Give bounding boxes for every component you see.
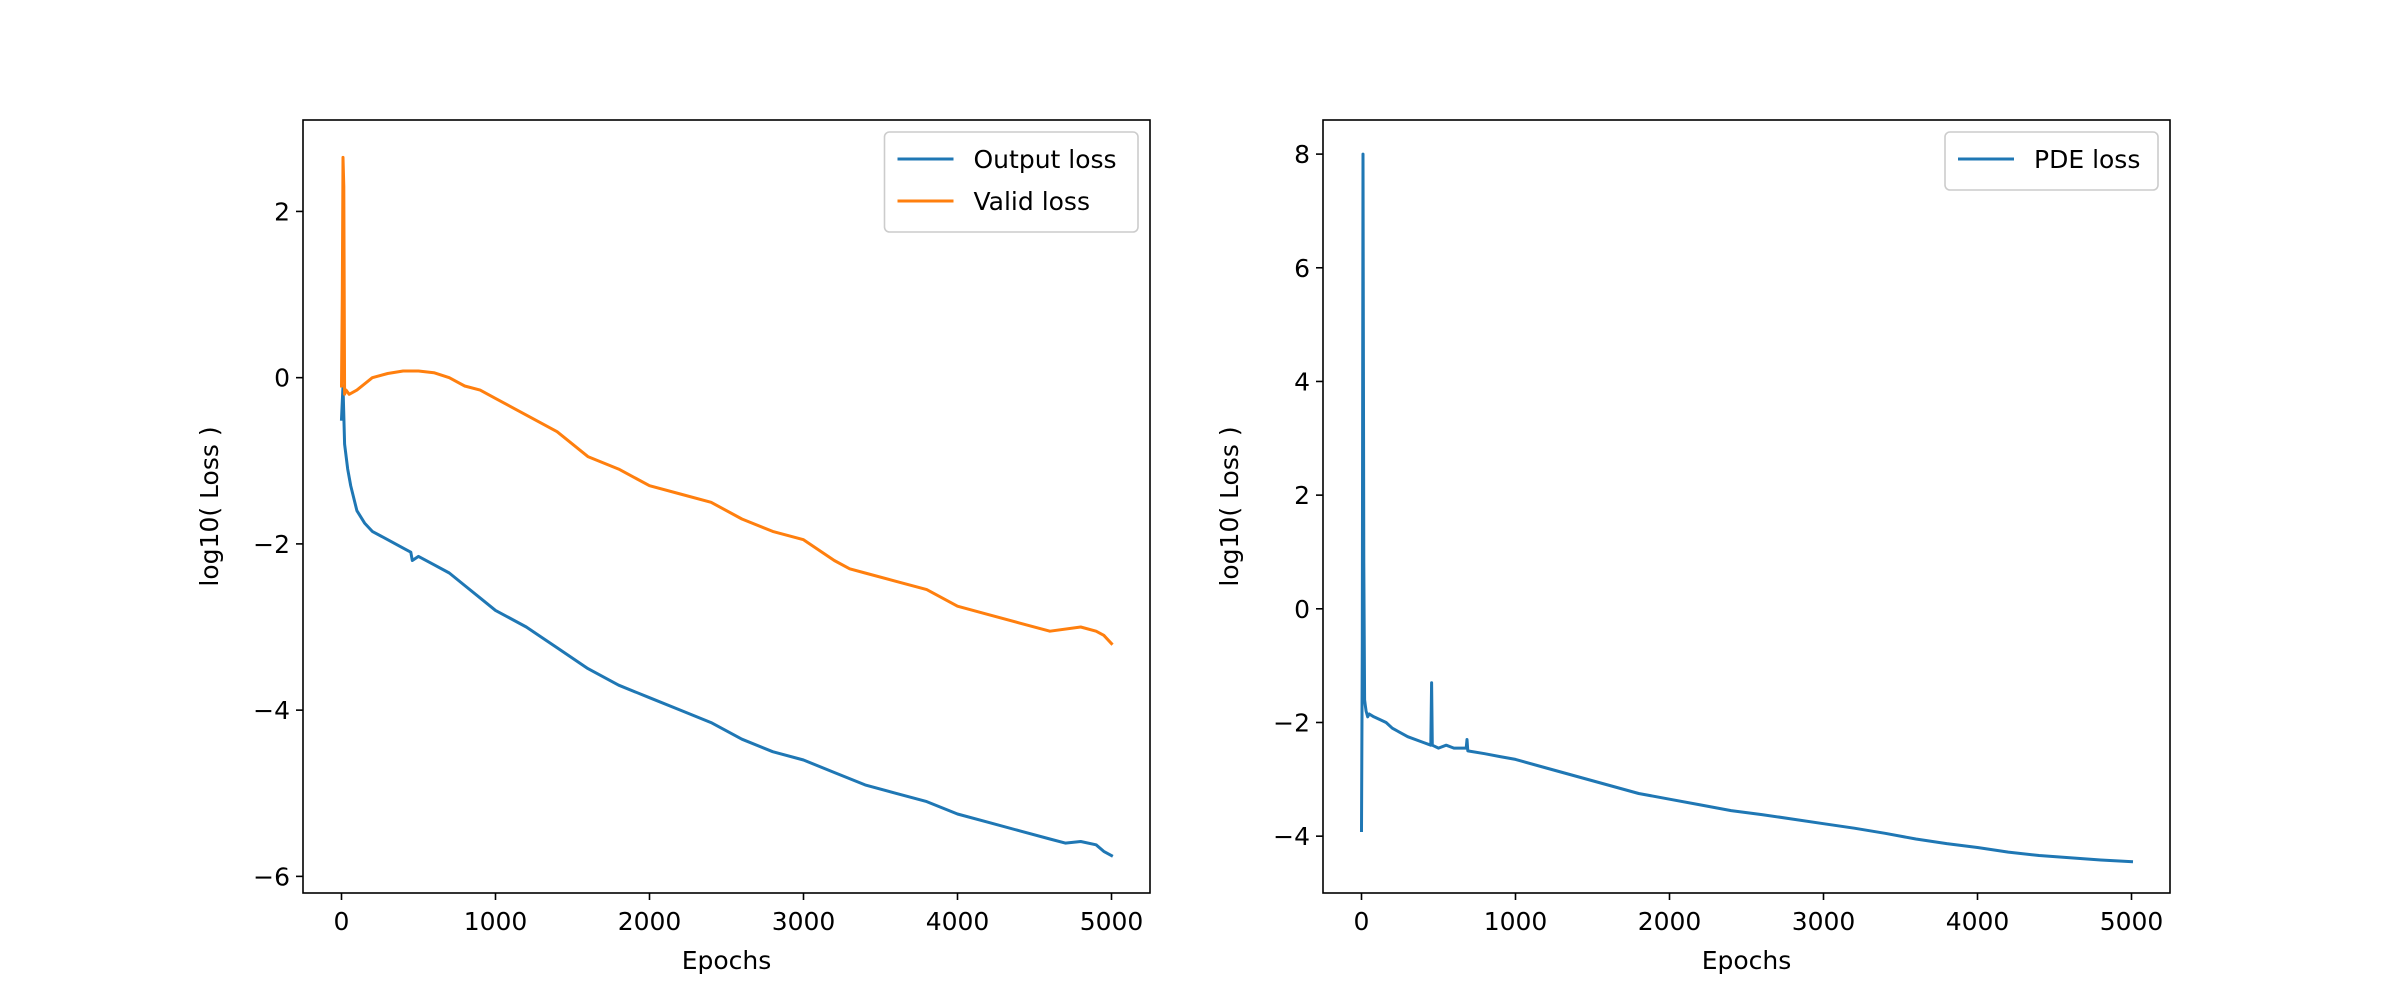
right-pde-loss-chart: 0 1000 2000 3000 4000 5000 8 6 4 2 0 −2 −4 Epochs log1… xyxy=(1215,119,2171,975)
y-tick-label: 2 xyxy=(274,197,290,226)
legend-entry: Output loss xyxy=(974,145,1117,174)
legend: Output loss Valid loss xyxy=(883,131,1139,233)
y-axis-label: log10( Loss ) xyxy=(195,426,224,586)
y-tick-label: −2 xyxy=(1273,708,1310,737)
x-tick-label: 1000 xyxy=(1484,907,1548,936)
series-line-output-loss xyxy=(339,384,1114,858)
x-tick-label: 4000 xyxy=(926,907,990,936)
x-tick-label: 2000 xyxy=(1638,907,1702,936)
y-tick-label: −6 xyxy=(253,862,290,891)
x-tick-label: 2000 xyxy=(618,907,682,936)
x-tick-label: 5000 xyxy=(2100,907,2164,936)
legend-box xyxy=(883,131,1139,233)
x-tick-label: 0 xyxy=(334,907,350,936)
plot-frame xyxy=(1322,119,2171,894)
series-line-valid-loss xyxy=(339,155,1114,646)
x-axis-label: Epochs xyxy=(1702,946,1792,975)
legend-box xyxy=(1944,131,2159,191)
y-tick-label: −2 xyxy=(253,530,290,559)
y-tick-label: −4 xyxy=(253,696,290,725)
y-tick-label: −4 xyxy=(1273,822,1310,851)
plot-frame xyxy=(302,119,1151,894)
y-tick-label: 6 xyxy=(1294,254,1310,283)
left-loss-chart: 0 1000 2000 3000 4000 5000 2 0 −2 −4 −6 Epochs log10… xyxy=(195,119,1151,975)
x-tick-label: 1000 xyxy=(464,907,528,936)
y-axis-label: log10( Loss ) xyxy=(1215,426,1244,586)
legend: PDE loss xyxy=(1944,131,2159,191)
y-tick-label: 8 xyxy=(1294,140,1310,169)
x-tick-label: 3000 xyxy=(1792,907,1856,936)
x-tick-label: 3000 xyxy=(772,907,836,936)
x-tick-label: 4000 xyxy=(1946,907,2010,936)
y-tick-label: 4 xyxy=(1294,367,1310,396)
x-axis-label: Epochs xyxy=(682,946,772,975)
y-tick-label: 2 xyxy=(1294,481,1310,510)
x-tick-label: 5000 xyxy=(1080,907,1144,936)
legend-entry: PDE loss xyxy=(2034,145,2140,174)
series-line-pde-loss xyxy=(1359,152,2134,864)
y-tick-label: 0 xyxy=(1294,595,1310,624)
x-tick-label: 0 xyxy=(1354,907,1370,936)
y-tick-label: 0 xyxy=(274,364,290,393)
legend-entry: Valid loss xyxy=(974,187,1090,216)
